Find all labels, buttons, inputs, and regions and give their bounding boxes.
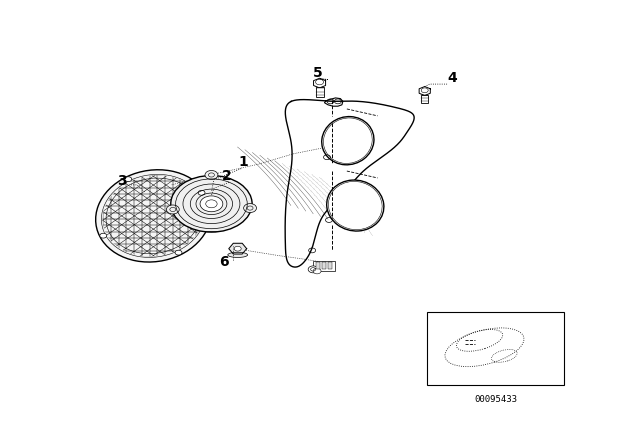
Bar xyxy=(421,95,428,103)
Circle shape xyxy=(100,233,107,238)
Circle shape xyxy=(198,190,205,195)
Circle shape xyxy=(205,171,218,180)
Circle shape xyxy=(200,196,223,212)
Text: 00095433: 00095433 xyxy=(474,395,517,404)
Polygon shape xyxy=(314,78,326,88)
Ellipse shape xyxy=(95,170,211,262)
Bar xyxy=(313,261,335,271)
Text: 3: 3 xyxy=(117,174,127,189)
Circle shape xyxy=(175,250,182,255)
Polygon shape xyxy=(229,243,246,254)
Ellipse shape xyxy=(326,180,384,231)
Circle shape xyxy=(125,177,132,181)
Circle shape xyxy=(171,176,252,232)
Text: 4: 4 xyxy=(447,71,457,85)
Circle shape xyxy=(244,203,257,212)
Bar xyxy=(316,263,320,269)
Ellipse shape xyxy=(322,116,374,165)
Bar xyxy=(428,313,564,385)
Circle shape xyxy=(166,205,179,214)
Polygon shape xyxy=(419,86,430,95)
Text: 2: 2 xyxy=(221,169,231,183)
Bar xyxy=(328,263,332,269)
Circle shape xyxy=(234,246,241,251)
Text: 6: 6 xyxy=(219,255,228,269)
Circle shape xyxy=(308,266,318,273)
Ellipse shape xyxy=(228,252,248,258)
Text: 5: 5 xyxy=(313,66,323,80)
Text: 1: 1 xyxy=(239,155,248,169)
Bar xyxy=(322,263,326,269)
Circle shape xyxy=(313,268,321,274)
Bar xyxy=(316,87,324,97)
